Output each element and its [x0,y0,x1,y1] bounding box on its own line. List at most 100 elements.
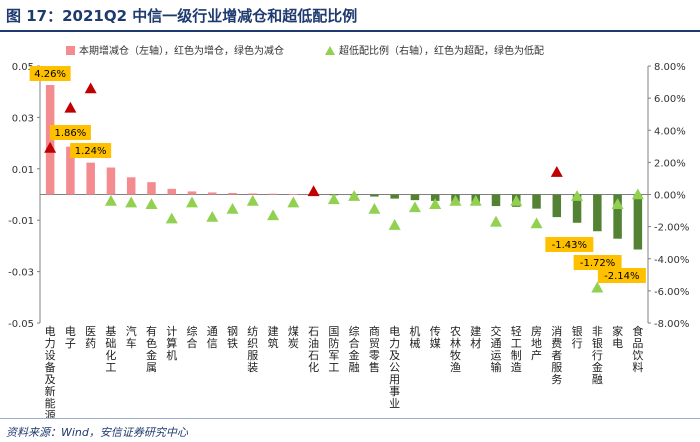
bar [289,193,298,195]
bar [268,193,278,195]
category-label: 有色金属 [146,324,157,374]
legend-bar-swatch [66,46,75,55]
data-label-box [545,237,594,252]
marker-point [206,210,219,222]
legend-marker-swatch [325,46,335,55]
marker-point [510,194,523,206]
left-axis-tick-label: 0.03 [12,113,34,124]
category-label: 基础化工 [105,325,116,374]
marker-point [104,194,117,206]
category-label: 轻工制造 [511,324,522,374]
marker-point [571,190,584,201]
right-axis-tick-label: 8.00% [654,62,686,73]
right-axis-tick-label: 0.00% [654,191,686,202]
bar [613,194,622,239]
bar [593,194,602,232]
category-label: 食品饮料 [632,324,643,374]
source-footer: 资料来源：Wind，安信证券研究中心 [0,418,700,442]
category-label: 电子 [65,325,76,350]
marker-point [267,209,280,221]
data-label-box [49,125,91,140]
category-label: 煤炭 [288,325,299,350]
left-axis-tick-label: -0.05 [8,319,34,330]
left-axis-tick-label: -0.03 [8,268,34,279]
bar [106,167,116,195]
bar [208,192,217,195]
marker-point [186,196,198,208]
marker-point [44,141,57,153]
data-label-box [70,143,112,158]
bar [228,192,237,195]
bar [370,194,379,197]
chart: -0.05 -0.03 -0.01 0.01 0.03 0.05 -8.00% -6.00% -… [8,44,689,418]
category-label: 消费者服务 [551,324,562,386]
right-axis-tick-label: -4.00% [654,255,689,266]
marker-point [327,193,340,205]
bar [126,177,136,195]
source-note: 资料来源：Wind，安信证券研究中心 [6,426,188,439]
category-label: 传媒 [430,325,441,350]
bar [248,193,258,195]
bar [410,194,420,201]
category-label: 汽车 [126,324,137,350]
right-axis-tick-label: 6.00% [654,94,686,105]
category-label: 建材 [470,324,481,350]
bar [491,194,501,207]
marker-point [388,219,401,230]
category-label: 综合金融 [349,324,360,374]
bar [66,146,75,195]
category-label: 通信 [207,325,218,350]
category-label: 非银行金融 [592,325,603,386]
category-label: 纺织服装 [247,324,258,374]
figure-title-bar: 图 17：2021Q2 中信一级行业增减仓和超低配比例 [0,0,700,32]
bar [572,194,582,223]
legend-bar-label: 本期增减仓（左轴），红色为增仓，绿色为减仓 [79,44,284,57]
bar [633,194,643,250]
bar [147,182,156,195]
marker-point [287,196,300,208]
bar [167,188,176,195]
category-label: 国防军工 [328,325,339,374]
data-label-box [29,66,71,82]
right-axis-tick-label: -6.00% [654,287,689,298]
category-label: 石油石化 [308,325,319,374]
marker-point [490,215,502,227]
category-label: 房地产 [531,325,542,362]
category-label: 家电 [612,324,623,350]
marker-point [429,198,442,209]
legend-marker-label: 超低配比例（右轴），红色为超配，绿色为低配 [339,44,544,57]
marker-point [125,196,138,208]
marker-point [550,166,563,177]
category-label: 综合 [187,324,198,350]
right-axis-tick-label: 4.00% [654,126,686,137]
category-label: 建筑 [268,324,279,350]
category-label: 农林牧渔 [450,324,461,374]
marker-point [530,217,543,229]
left-axis-tick-label: -0.01 [8,216,34,227]
data-label: 4.26% [34,69,66,80]
marker-point [145,198,158,209]
right-axis-tick-label: -2.00% [654,223,689,234]
marker-point [226,202,239,214]
marker-point [591,281,604,293]
data-label: 1.24% [75,146,107,157]
data-label: -1.43% [552,240,587,251]
category-label: 机械 [409,324,420,350]
marker-point [449,194,462,206]
data-label: 1.86% [55,128,87,139]
category-label: 商贸零售 [369,324,380,374]
marker-point [408,201,421,213]
right-axis-tick-label: 2.00% [654,158,686,169]
bar [552,194,562,218]
category-label: 交通运输 [491,324,502,374]
bar [86,162,95,195]
left-axis-tick-label: 0.01 [12,165,34,176]
marker-point [368,202,381,214]
marker-point [84,82,97,94]
marker-point [64,101,77,113]
marker-point [631,188,644,200]
bar [187,191,197,195]
category-label: 银行 [572,324,583,350]
bar [390,194,399,199]
right-axis-tick-label: -8.00% [654,319,689,330]
